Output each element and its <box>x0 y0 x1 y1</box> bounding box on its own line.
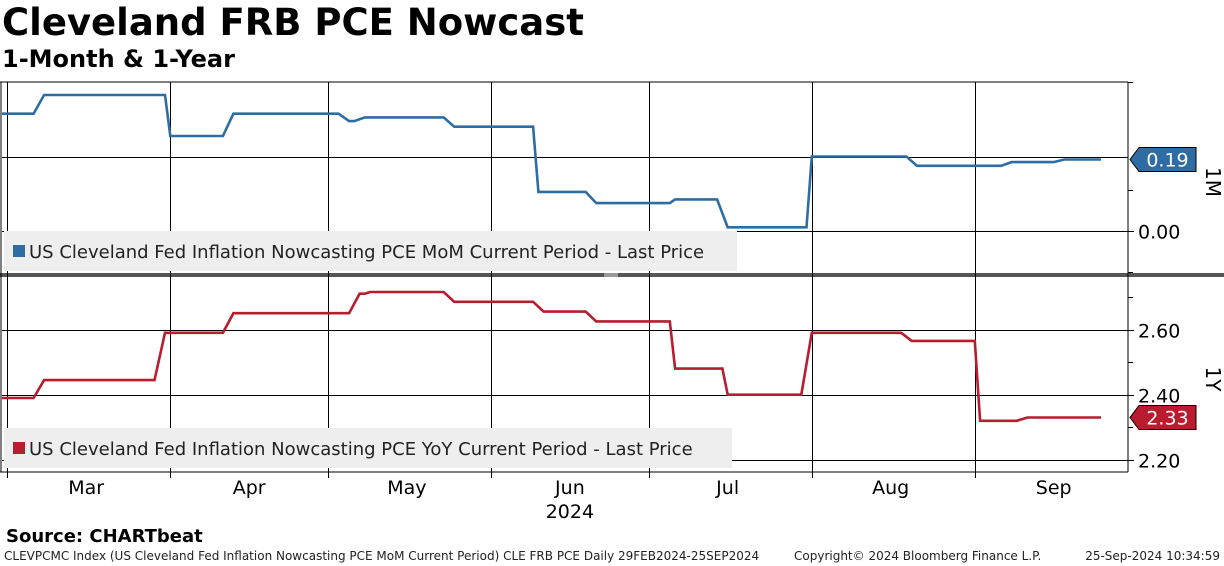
x-month-label-mar: Mar <box>68 477 104 499</box>
footer-timestamp: 25-Sep-2024 10:34:59 <box>1085 549 1220 563</box>
footer-index-description: CLEVPCMC Index (US Cleveland Fed Inflati… <box>4 549 760 563</box>
y-tick-label: 0.00 <box>1138 222 1180 244</box>
legend-label: US Cleveland Fed Inflation Nowcasting PC… <box>29 439 693 460</box>
x-month-label-apr: Apr <box>233 477 266 499</box>
mom-series-line <box>2 93 1101 229</box>
yoy-series-line <box>2 290 1101 423</box>
y-tick-label: 2.60 <box>1138 321 1180 343</box>
y-tick-label: 2.20 <box>1138 451 1180 473</box>
x-month-label-sep: Sep <box>1036 477 1072 499</box>
yoy-last-price-badge <box>1129 405 1197 431</box>
panel-label-1y: 1Y <box>1201 367 1224 393</box>
last-price-label: 2.33 <box>1146 408 1188 430</box>
footer-copyright: Copyright© 2024 Bloomberg Finance L.P. <box>794 549 1042 563</box>
mom-last-price-badge <box>1129 146 1197 172</box>
x-month-label-aug: Aug <box>872 477 909 499</box>
x-month-label-jun: Jun <box>554 477 585 499</box>
last-price-label: 0.19 <box>1146 149 1188 171</box>
source-label: Source: CHARTbeat <box>6 526 203 547</box>
legend-swatch <box>13 245 25 257</box>
legend-swatch <box>13 442 25 454</box>
chart-title: Cleveland FRB PCE Nowcast <box>2 1 584 44</box>
legend-label: US Cleveland Fed Inflation Nowcasting PC… <box>29 242 704 263</box>
x-month-label-jul: Jul <box>715 477 739 499</box>
panel-label-1m: 1M <box>1201 167 1224 197</box>
x-year-label: 2024 <box>546 501 594 523</box>
legend-box <box>4 231 737 271</box>
x-month-label-may: May <box>387 477 426 499</box>
legend-box <box>4 428 732 468</box>
y-tick-label: 2.40 <box>1138 386 1180 408</box>
divider-grip <box>604 273 618 277</box>
chart-subtitle: 1-Month & 1-Year <box>2 45 235 73</box>
